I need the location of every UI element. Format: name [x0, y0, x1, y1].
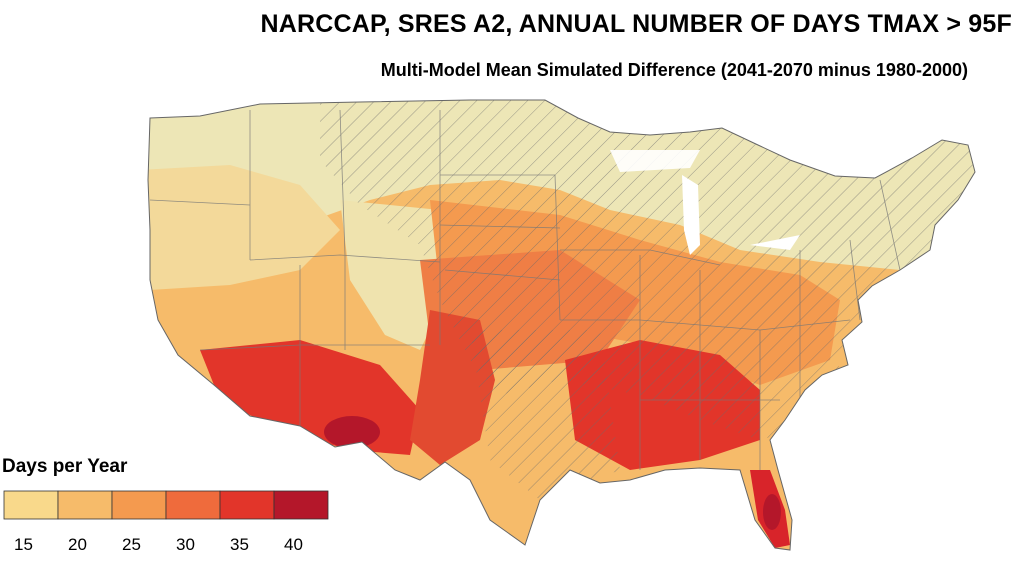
legend-swatch-2	[111, 490, 167, 520]
legend-tick-35: 35	[230, 535, 249, 554]
hotspot-arizona	[324, 416, 380, 448]
map-subtitle: Multi-Model Mean Simulated Difference (2…	[380, 60, 968, 80]
legend-tick-40: 40	[284, 535, 303, 554]
legend-color-bar	[3, 490, 329, 520]
legend-swatch-0	[3, 490, 59, 520]
lake-erie	[750, 235, 800, 250]
legend-tick-15: 15	[14, 535, 33, 554]
legend-tick-30: 30	[176, 535, 195, 554]
legend-tick-25: 25	[122, 535, 141, 554]
hotspot-florida	[763, 494, 781, 530]
map-title: NARCCAP, SRES A2, ANNUAL NUMBER OF DAYS …	[260, 10, 1012, 38]
legend-swatch-5	[273, 490, 329, 520]
legend-title: Days per Year	[2, 456, 128, 477]
region-northwest	[148, 165, 340, 290]
us-outline	[147, 99, 976, 551]
legend-swatch-4	[219, 490, 275, 520]
state-borders	[149, 109, 901, 470]
legend-swatch-3	[165, 490, 221, 520]
hatch-overlay-south	[470, 330, 620, 500]
legend-swatch-1	[57, 490, 113, 520]
legend-tick-20: 20	[68, 535, 87, 554]
lake-superior	[610, 150, 700, 172]
lake-michigan	[682, 175, 700, 255]
